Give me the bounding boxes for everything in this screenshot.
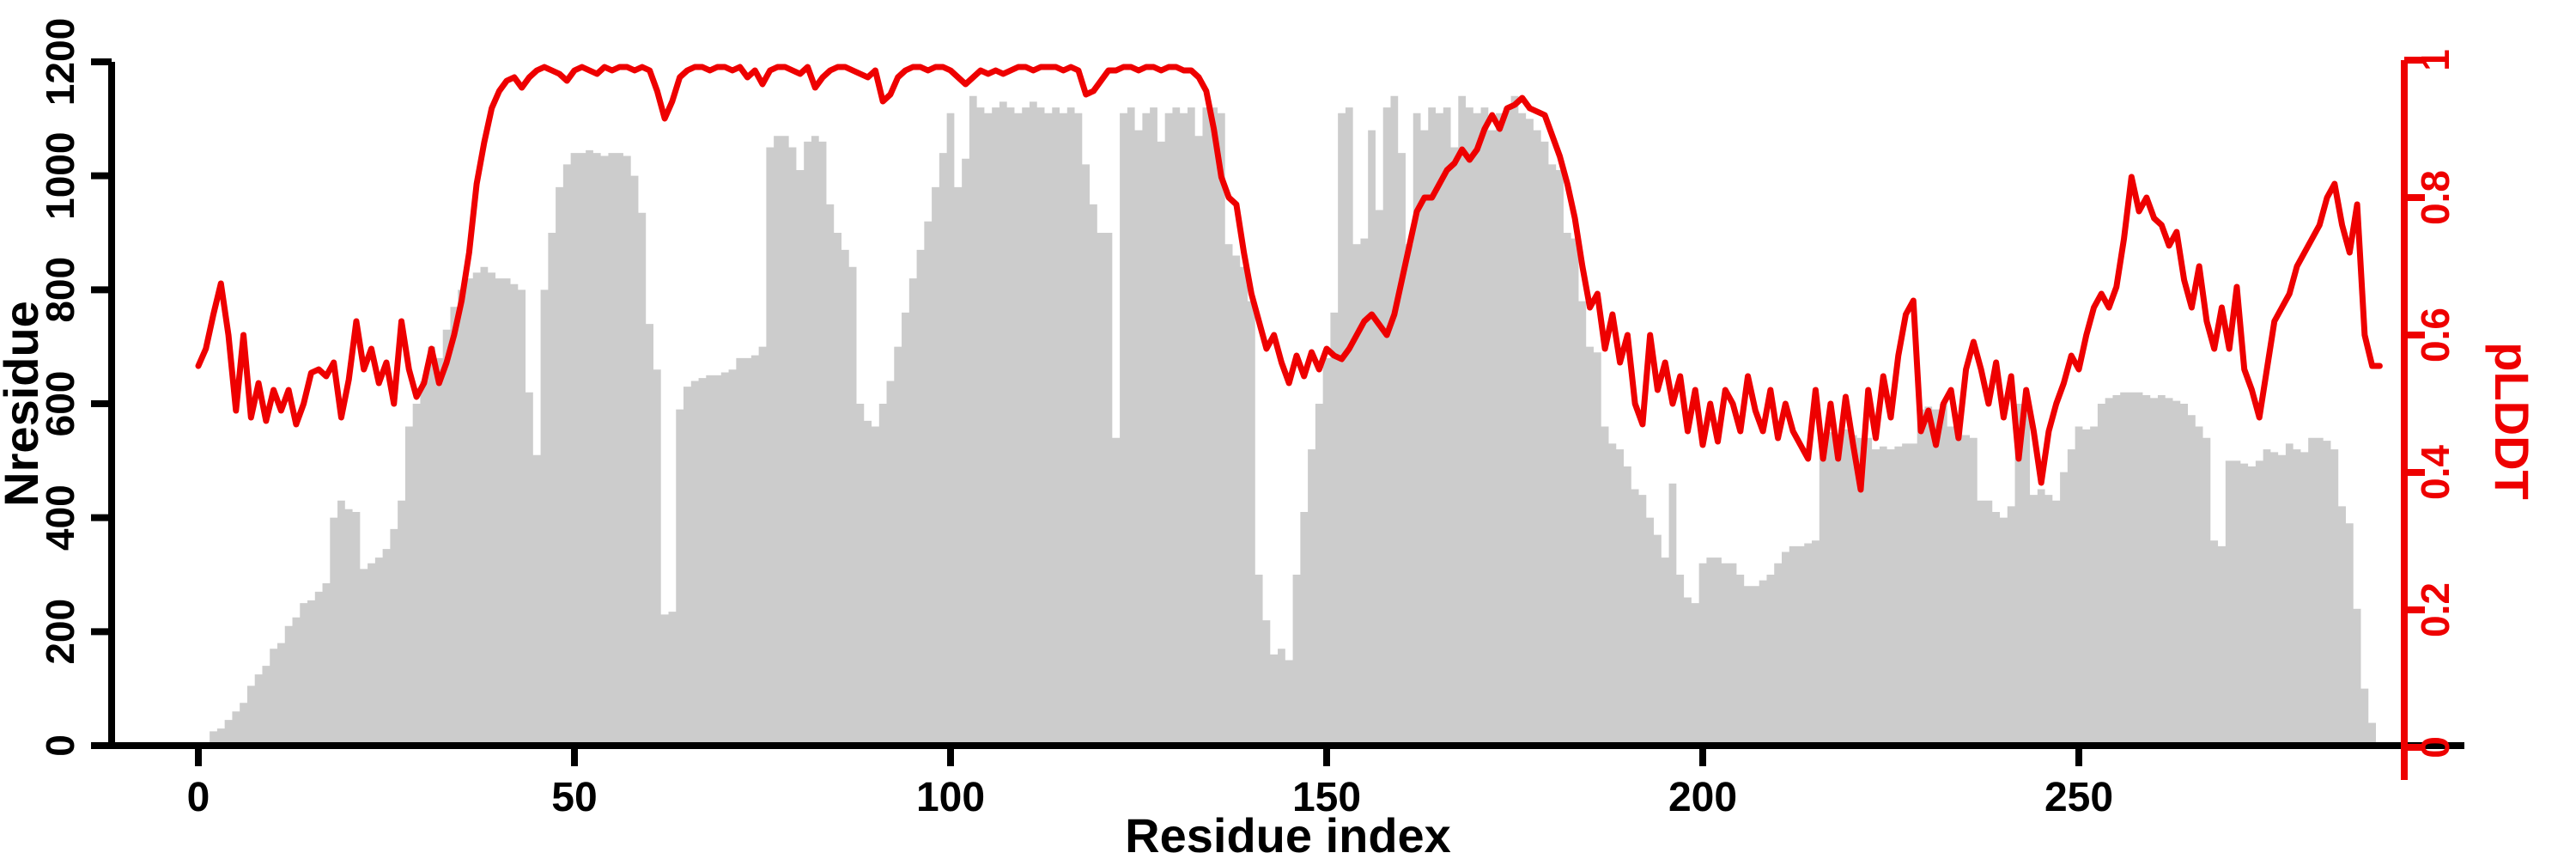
x-tick-label: 200 [1668,775,1737,820]
left-tick-label: 0 [38,734,82,757]
plddt-line [195,64,2383,493]
x-tick-label: 0 [187,775,210,820]
right-tick-label: 0 [2413,736,2458,758]
right-axis-title: pLDDT [2485,342,2539,500]
left-tick-label: 1200 [38,18,82,106]
right-tick-label: 0.6 [2413,308,2458,362]
right-tick-label: 0.8 [2413,170,2458,225]
right-tick-label: 0.2 [2413,582,2458,637]
left-tick-label: 200 [38,599,82,665]
left-tick-label: 400 [38,484,82,551]
right-tick-label: 1 [2413,49,2458,71]
left-tick-label: 800 [38,257,82,323]
nresidue-bars [194,95,2384,746]
x-axis-title: Residue index [1125,808,1451,859]
x-tick-label: 50 [551,775,597,820]
x-tick-label: 250 [2044,775,2113,820]
x-tick-label: 150 [1292,775,1361,820]
right-tick-label: 0.4 [2413,445,2458,500]
left-tick-label: 600 [38,371,82,437]
left-tick-label: 1000 [38,132,82,220]
x-tick-label: 100 [916,775,985,820]
left-axis-title: Nresidue [0,301,48,507]
